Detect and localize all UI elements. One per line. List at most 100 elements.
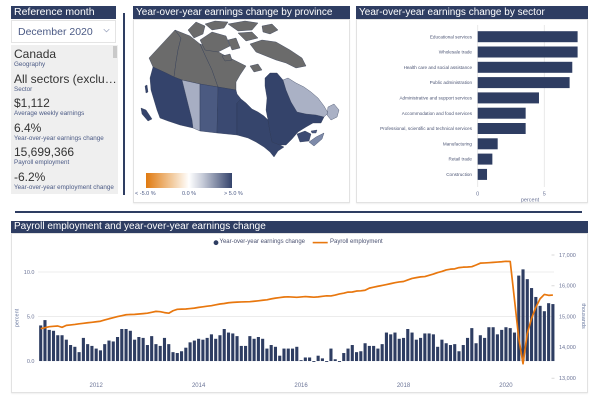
sector-bar[interactable] [477, 168, 488, 180]
earnings-change-bar[interactable] [355, 352, 359, 362]
earnings-change-bar[interactable] [495, 334, 499, 362]
earnings-change-bar[interactable] [295, 346, 299, 362]
sector-bar[interactable] [477, 46, 578, 58]
earnings-change-bar[interactable] [150, 336, 154, 362]
earnings-change-bar[interactable] [226, 332, 231, 362]
sector-bar[interactable] [477, 92, 539, 104]
earnings-change-bar[interactable] [201, 339, 205, 362]
earnings-change-bar[interactable] [269, 345, 273, 362]
sector-bar[interactable] [477, 153, 493, 165]
earnings-change-bar[interactable] [457, 351, 461, 362]
legend-earnings-change[interactable]: Year-over-year earnings change [219, 239, 306, 245]
reference-month-dropdown[interactable]: December 2020 [11, 20, 116, 43]
earnings-change-bar[interactable] [128, 330, 132, 362]
earnings-change-bar[interactable] [43, 320, 47, 362]
earnings-change-bar[interactable] [47, 329, 51, 362]
earnings-change-bar[interactable] [512, 332, 517, 362]
province-nunavut[interactable] [199, 43, 247, 91]
earnings-change-bar[interactable] [60, 335, 64, 362]
earnings-change-bar[interactable] [209, 334, 213, 362]
earnings-change-bar[interactable] [145, 345, 149, 362]
earnings-change-bar[interactable] [265, 348, 269, 362]
earnings-change-bar[interactable] [235, 336, 239, 362]
earnings-change-bar[interactable] [372, 345, 376, 362]
earnings-change-bar[interactable] [222, 328, 226, 362]
earnings-change-bar[interactable] [397, 338, 401, 362]
payroll-employment-line[interactable] [40, 260, 553, 365]
earnings-change-bar[interactable] [551, 304, 555, 362]
earnings-change-bar[interactable] [73, 346, 77, 362]
earnings-change-bar[interactable] [115, 337, 120, 362]
earnings-change-bar[interactable] [261, 338, 265, 362]
earnings-change-bar[interactable] [120, 328, 124, 362]
earnings-change-bar[interactable] [530, 288, 534, 362]
earnings-change-bar[interactable] [500, 329, 504, 362]
earnings-change-bar[interactable] [167, 344, 171, 362]
sector-bar[interactable] [477, 77, 570, 89]
earnings-change-bar[interactable] [333, 359, 337, 362]
earnings-change-bar[interactable] [175, 353, 179, 362]
earnings-change-bar[interactable] [350, 345, 354, 362]
earnings-change-bar[interactable] [286, 348, 290, 362]
earnings-change-bar[interactable] [256, 337, 260, 362]
earnings-change-bar[interactable] [312, 361, 316, 362]
earnings-change-bar[interactable] [158, 345, 162, 362]
earnings-change-bar[interactable] [299, 360, 303, 362]
earnings-change-bar[interactable] [483, 337, 487, 362]
earnings-change-bar[interactable] [436, 346, 440, 362]
earnings-change-bar[interactable] [303, 357, 307, 362]
earnings-change-bar[interactable] [547, 303, 551, 362]
earnings-change-bar[interactable] [56, 335, 60, 362]
province-prince-edward-island[interactable] [310, 129, 318, 134]
earnings-change-bar[interactable] [470, 328, 474, 362]
earnings-change-bar[interactable] [542, 311, 546, 362]
earnings-change-bar[interactable] [248, 336, 252, 362]
earnings-change-bar[interactable] [231, 333, 235, 362]
earnings-change-bar[interactable] [111, 341, 115, 362]
earnings-change-bar[interactable] [427, 333, 431, 362]
earnings-change-bar[interactable] [363, 343, 367, 362]
earnings-change-bar[interactable] [444, 343, 448, 362]
earnings-change-bar[interactable] [184, 347, 188, 362]
earnings-change-bar[interactable] [406, 328, 410, 362]
legend-payroll-employment[interactable]: Payroll employment [330, 239, 383, 245]
earnings-change-bar[interactable] [316, 355, 320, 362]
earnings-change-bar[interactable] [337, 361, 342, 362]
earnings-change-bar[interactable] [252, 338, 256, 362]
earnings-change-bar[interactable] [188, 342, 192, 362]
earnings-change-bar[interactable] [107, 340, 111, 362]
earnings-change-bar[interactable] [414, 339, 418, 362]
earnings-change-bar[interactable] [346, 348, 350, 362]
earnings-change-bar[interactable] [453, 344, 457, 362]
earnings-change-bar[interactable] [329, 348, 333, 362]
earnings-change-bar[interactable] [461, 345, 465, 362]
earnings-change-bar[interactable] [273, 346, 278, 362]
earnings-change-bar[interactable] [162, 337, 167, 362]
earnings-change-bar[interactable] [465, 337, 470, 362]
earnings-change-bar[interactable] [491, 327, 495, 362]
cards-scrollbar-thumb[interactable] [113, 46, 117, 58]
earnings-change-bar[interactable] [124, 328, 128, 362]
earnings-change-bar[interactable] [103, 344, 107, 362]
earnings-change-bar[interactable] [81, 337, 85, 362]
earnings-change-bar[interactable] [69, 345, 73, 362]
earnings-change-bar[interactable] [278, 355, 282, 362]
earnings-change-bar[interactable] [325, 361, 329, 362]
sector-bar[interactable] [477, 138, 498, 150]
earnings-change-bar[interactable] [205, 337, 209, 362]
earnings-change-bar[interactable] [64, 339, 68, 362]
earnings-change-bar[interactable] [86, 344, 90, 362]
earnings-change-bar[interactable] [359, 351, 363, 362]
earnings-change-bar[interactable] [39, 325, 43, 362]
earnings-change-bar[interactable] [239, 345, 243, 362]
earnings-change-bar[interactable] [51, 330, 56, 362]
earnings-change-bar[interactable] [180, 351, 184, 362]
earnings-change-bar[interactable] [440, 339, 444, 362]
sector-bar[interactable] [477, 123, 526, 134]
earnings-change-bar[interactable] [389, 334, 393, 362]
earnings-change-bar[interactable] [431, 334, 435, 362]
earnings-change-bar[interactable] [290, 348, 295, 362]
province-new-brunswick[interactable] [296, 130, 312, 143]
earnings-change-bar[interactable] [218, 335, 222, 362]
earnings-change-bar[interactable] [478, 335, 482, 362]
